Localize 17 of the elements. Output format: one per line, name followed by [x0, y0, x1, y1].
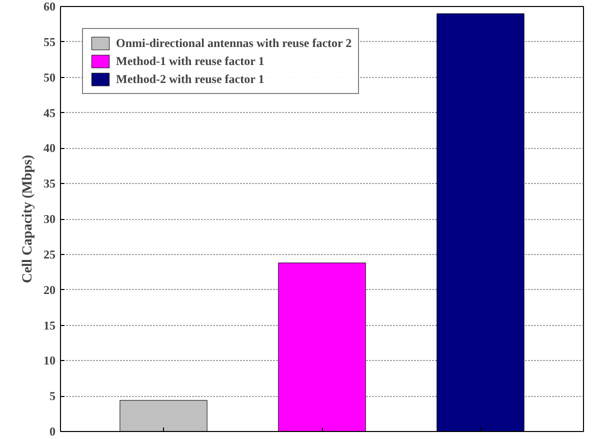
- y-tick-label: 35: [44, 176, 56, 191]
- y-tick-label: 30: [44, 212, 56, 226]
- y-tick-label: 40: [44, 141, 56, 156]
- y-tick-label: 45: [44, 106, 56, 120]
- y-axis-title: Cell Capacity (Mbps): [20, 154, 36, 284]
- legend-label: Method-1 with reuse factor 1: [116, 53, 264, 69]
- y-tick-label: 60: [44, 0, 56, 14]
- y-tick-label: 25: [44, 247, 56, 262]
- y-tick-label: 0: [50, 424, 56, 438]
- y-tick-label: 50: [44, 70, 56, 84]
- y-tick-label: 20: [44, 282, 56, 297]
- y-tick-label: 55: [44, 34, 56, 49]
- legend-label: Method-2 with reuse factor 1: [116, 71, 264, 87]
- y-tick-label: 5: [50, 389, 56, 404]
- y-tick-label: 15: [44, 318, 56, 332]
- y-tick-label: 10: [44, 354, 56, 368]
- legend-label: Onmi-directional antennas with reuse factor 2: [116, 35, 352, 51]
